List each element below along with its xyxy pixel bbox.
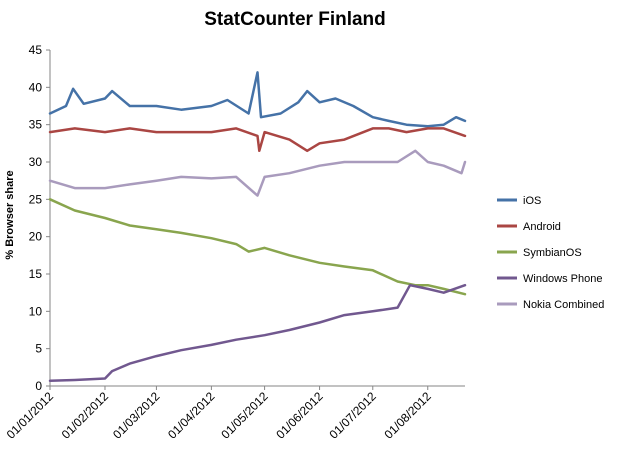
legend-label: Windows Phone — [523, 273, 603, 285]
x-tick-label: 01/08/2012 — [382, 389, 435, 442]
x-axis: 01/01/2012 01/02/2012 01/03/2012 01/04/2012… — [4, 385, 465, 442]
y-tick-label: 20 — [29, 230, 43, 244]
y-tick-label: 45 — [29, 43, 43, 57]
y-tick-label: 10 — [29, 304, 43, 318]
y-tick-label: 5 — [35, 342, 42, 356]
y-tick-label: 40 — [29, 80, 43, 94]
x-tick-label: 01/07/2012 — [327, 389, 380, 442]
x-tick-label: 01/06/2012 — [273, 389, 326, 442]
x-tick-label: 01/04/2012 — [165, 389, 218, 442]
series-layer — [48, 71, 467, 383]
series-line-android — [48, 127, 467, 153]
legend: iOS Android SymbianOS Windows Phone Nokia Co… — [497, 195, 604, 311]
x-tick-label: 01/02/2012 — [59, 389, 112, 442]
y-tick-label: 25 — [29, 192, 43, 206]
legend-label: iOS — [523, 195, 541, 207]
legend-label: Nokia Combined — [523, 299, 604, 311]
y-tick-label: 35 — [29, 118, 43, 132]
legend-label: SymbianOS — [523, 247, 582, 259]
y-tick-label: 15 — [29, 267, 43, 281]
series-line-symbianos — [48, 198, 467, 296]
y-axis: 0 5 10 15 20 25 30 35 40 45 — [29, 43, 51, 393]
y-tick-label: 30 — [29, 155, 43, 169]
x-tick-label: 01/03/2012 — [110, 389, 163, 442]
x-tick-label: 01/05/2012 — [218, 389, 271, 442]
legend-label: Android — [523, 221, 561, 233]
series-line-ios — [48, 71, 467, 128]
series-line-nokia-combined — [48, 149, 467, 197]
y-tick-label: 0 — [35, 379, 42, 393]
chart-title: StatCounter Finland — [204, 9, 386, 30]
x-tick-label: 01/01/2012 — [4, 389, 57, 442]
y-axis-label: % Browser share — [4, 170, 16, 259]
series-line-windows-phone — [48, 283, 467, 383]
